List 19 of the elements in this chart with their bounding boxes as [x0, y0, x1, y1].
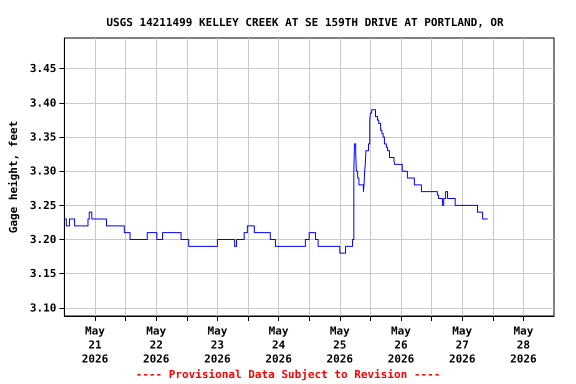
- y-tick-label: 3.40: [30, 96, 56, 110]
- y-tick-label: 3.10: [30, 301, 56, 314]
- x-tick-label: May 26 2026: [388, 324, 415, 366]
- y-tick-label: 3.20: [30, 233, 56, 246]
- x-tick-label: May 25 2026: [326, 324, 354, 366]
- y-axis-title: Gage height, feet: [7, 120, 20, 234]
- x-tick-label: May 23 2026: [204, 324, 232, 366]
- chart-title: USGS 14211499 KELLEY CREEK AT SE 159TH DRIVE AT PORTLAND, OR: [106, 16, 504, 29]
- x-tick-label: May 21 2026: [82, 324, 109, 366]
- x-tick-label: May 28 2026: [510, 324, 538, 366]
- y-tick-label: 3.30: [30, 164, 56, 178]
- y-tick-label: 3.15: [30, 267, 56, 280]
- y-tick-label: 3.35: [30, 130, 56, 144]
- x-tick-label: May 24 2026: [265, 324, 292, 366]
- x-tick-label: May 27 2026: [448, 324, 476, 366]
- text: ---- Provisional Data Subject to Revision ----: [136, 368, 440, 381]
- y-tick-label: 3.25: [30, 198, 56, 212]
- y-tick-label: 3.45: [30, 62, 56, 76]
- x-tick-label: May 22 2026: [142, 324, 170, 366]
